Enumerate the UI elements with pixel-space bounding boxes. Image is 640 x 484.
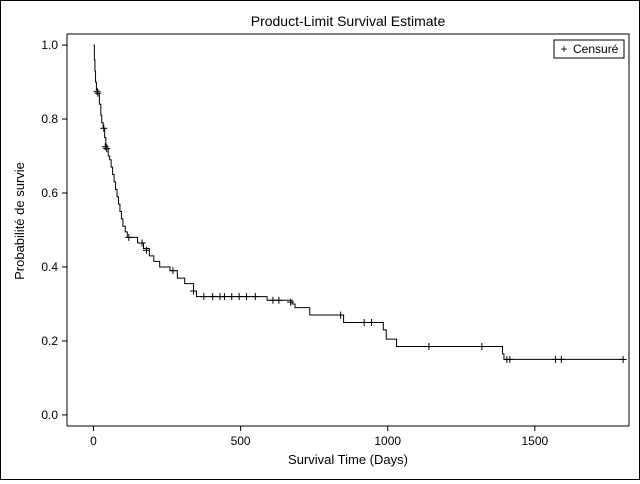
censor-mark	[103, 145, 111, 153]
censor-mark	[94, 89, 102, 97]
y-tick-label: 1.0	[41, 38, 58, 52]
censor-mark	[557, 355, 565, 363]
censor-mark	[200, 293, 208, 301]
censor-mark	[209, 293, 217, 301]
legend-symbol: +	[560, 42, 567, 56]
x-tick-label: 0	[90, 434, 97, 448]
censor-mark	[360, 318, 368, 326]
censor-mark	[506, 355, 514, 363]
y-axis: 0.0 0.2 0.4 0.6 0.8 1.0	[41, 38, 67, 422]
x-tick-label: 1500	[521, 434, 548, 448]
censor-mark	[269, 296, 277, 304]
censor-mark	[235, 293, 243, 301]
chart-title: Product-Limit Survival Estimate	[251, 13, 446, 29]
y-tick-label: 0.6	[41, 186, 58, 200]
censor-marks	[93, 87, 627, 363]
censor-mark	[138, 239, 146, 247]
survival-step-line	[93, 44, 624, 360]
x-tick-label: 500	[231, 434, 251, 448]
censor-mark	[228, 293, 236, 301]
censor-mark	[275, 296, 283, 304]
x-axis-label: Survival Time (Days)	[288, 452, 408, 467]
censor-mark	[220, 293, 228, 301]
y-tick-label: 0.2	[41, 334, 58, 348]
censor-mark	[169, 267, 177, 275]
censor-mark	[368, 318, 376, 326]
y-tick-label: 0.4	[41, 260, 58, 274]
censor-mark	[287, 298, 295, 306]
censor-mark	[190, 287, 198, 295]
censor-mark	[551, 355, 559, 363]
y-tick-label: 0.0	[41, 408, 58, 422]
censor-mark	[619, 355, 627, 363]
y-tick-label: 0.8	[41, 112, 58, 126]
censor-mark	[100, 124, 108, 132]
censor-mark	[251, 293, 259, 301]
censor-mark	[478, 342, 486, 350]
censor-mark	[337, 311, 345, 319]
legend-label: Censuré	[573, 42, 619, 56]
survival-curve-group	[93, 44, 624, 360]
plot-area	[66, 33, 630, 427]
legend-box	[553, 39, 625, 59]
censor-mark	[242, 293, 250, 301]
y-axis-label: Probabilité de survie	[12, 162, 27, 280]
legend: + Censuré	[553, 39, 625, 59]
censor-mark	[125, 233, 133, 241]
censor-mark	[425, 342, 433, 350]
censor-mark	[142, 246, 150, 254]
x-tick-label: 1000	[374, 434, 401, 448]
x-axis: 0 500 1000 1500	[90, 426, 549, 448]
